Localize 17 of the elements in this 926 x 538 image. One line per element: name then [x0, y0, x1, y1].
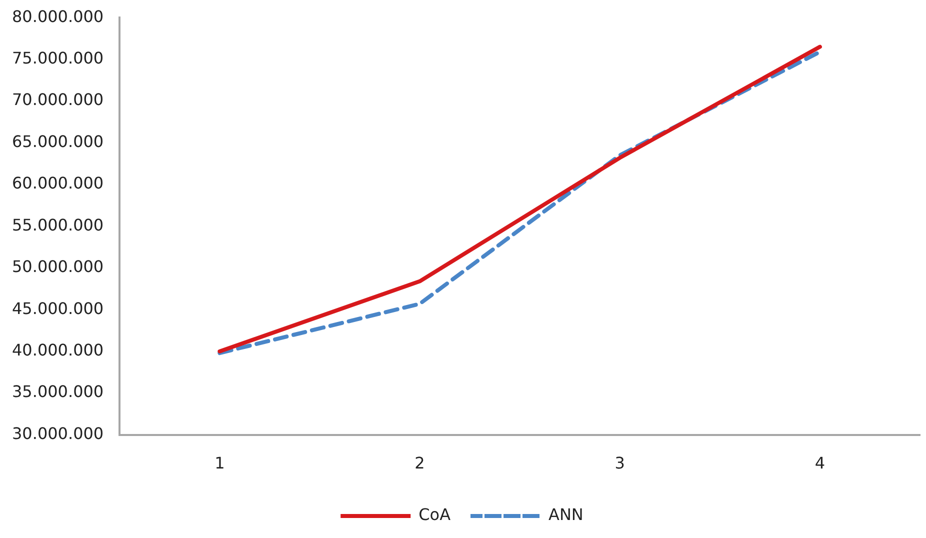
y-tick-label: 30.000.000: [12, 424, 104, 443]
y-tick-label: 75.000.000: [12, 48, 104, 68]
y-tick-label: 60.000.000: [12, 174, 104, 193]
y-tick-label: 45.000.000: [12, 298, 104, 318]
x-tick-label: 3: [614, 454, 625, 473]
x-tick-label: 2: [414, 454, 425, 473]
y-tick-label: 50.000.000: [12, 257, 104, 276]
y-tick-label: 35.000.000: [12, 382, 104, 402]
x-tick-label: 1: [214, 454, 225, 473]
legend-label: ANN: [548, 505, 584, 524]
legend-label: CoA: [418, 505, 451, 524]
y-tick-label: 55.000.000: [12, 215, 104, 234]
x-tick-label: 4: [814, 454, 826, 473]
y-tick-label: 70.000.000: [12, 90, 104, 110]
y-tick-label: 40.000.000: [12, 340, 104, 360]
y-tick-label: 80.000.000: [12, 6, 104, 26]
y-tick-label: 65.000.000: [12, 132, 104, 151]
